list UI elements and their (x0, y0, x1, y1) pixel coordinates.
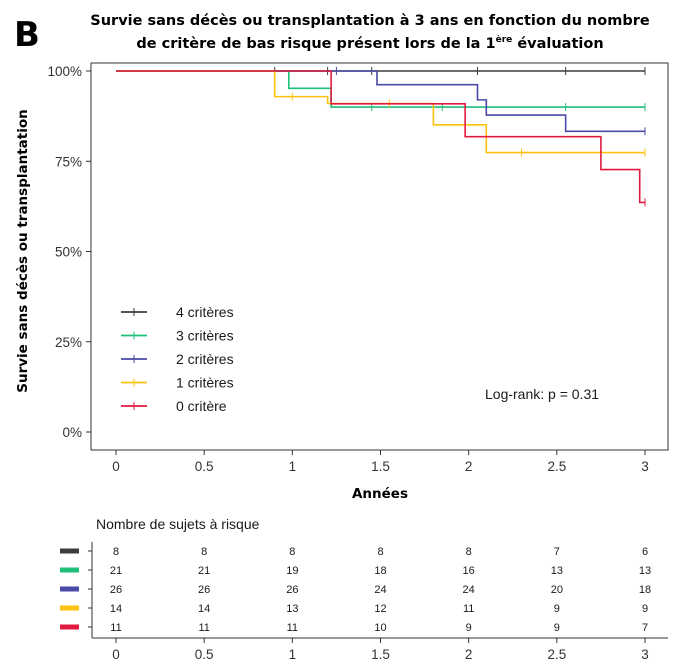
risk-count: 21 (198, 565, 210, 577)
survival-curve (116, 70, 645, 154)
risk-count: 12 (374, 603, 386, 615)
y-tick-label: 100% (47, 64, 82, 79)
x-tick-label: 1 (289, 459, 297, 474)
x-axis: 0 0.5 1 1.5 2 2.5 3 (112, 450, 649, 474)
chart-title-superscript: ère (496, 34, 513, 45)
risk-time-label: 0 (112, 647, 120, 662)
risk-count: 19 (286, 565, 298, 577)
risk-count: 9 (466, 622, 472, 634)
survival-curves (116, 67, 646, 207)
x-tick-label: 0 (112, 459, 120, 474)
risk-count: 20 (551, 584, 563, 596)
survival-curve (116, 70, 645, 204)
risk-time-label: 2 (465, 647, 473, 662)
chart-title-line-1: Survie sans décès ou transplantation à 3… (90, 13, 650, 29)
risk-count: 24 (463, 584, 475, 596)
risk-count: 9 (642, 603, 648, 615)
risk-count: 7 (554, 546, 560, 558)
risk-time-label: 3 (641, 647, 649, 662)
risk-count: 13 (286, 603, 298, 615)
legend-label: 1 critères (176, 375, 234, 391)
risk-count: 9 (554, 603, 560, 615)
risk-row-swatch (60, 586, 79, 592)
risk-count: 18 (374, 565, 386, 577)
risk-count: 11 (463, 603, 474, 615)
risk-count: 26 (198, 584, 210, 596)
risk-time-label: 2.5 (547, 647, 566, 662)
x-tick-label: 3 (641, 459, 649, 474)
risk-count: 14 (110, 603, 122, 615)
risk-count: 13 (639, 565, 651, 577)
risk-count: 26 (286, 584, 298, 596)
x-axis-label: Années (352, 486, 408, 502)
chart-title-line-2-main: de critère de bas risque présent lors de… (136, 36, 495, 52)
x-tick-label: 1.5 (371, 459, 390, 474)
risk-count: 11 (110, 622, 121, 634)
risk-count: 8 (377, 546, 383, 558)
panel-label: B (14, 15, 40, 55)
risk-count: 7 (642, 622, 648, 634)
risk-count: 9 (554, 622, 560, 634)
x-tick-label: 2 (465, 459, 473, 474)
legend-label: 2 critères (176, 351, 234, 367)
log-rank-annotation: Log-rank: p = 0.31 (485, 386, 599, 402)
x-tick-label: 0.5 (195, 459, 214, 474)
risk-count: 8 (201, 546, 207, 558)
risk-count: 16 (463, 565, 475, 577)
risk-count: 8 (289, 546, 295, 558)
y-tick-label: 25% (55, 335, 82, 350)
plot-area (90, 62, 669, 451)
risk-row-swatch (60, 548, 79, 554)
risk-time-label: 1.5 (371, 647, 390, 662)
risk-time-label: 1 (289, 647, 297, 662)
risk-time-label: 0.5 (195, 647, 214, 662)
risk-count: 13 (551, 565, 563, 577)
risk-count: 14 (198, 603, 210, 615)
x-tick-label: 2.5 (547, 459, 566, 474)
risk-row-swatch (60, 624, 79, 630)
risk-count: 8 (113, 546, 119, 558)
risk-table-title: Nombre de sujets à risque (96, 516, 260, 532)
legend-label: 3 critères (176, 328, 234, 344)
risk-count: 18 (639, 584, 651, 596)
risk-count: 11 (198, 622, 209, 634)
risk-count: 21 (110, 565, 122, 577)
risk-count: 10 (374, 622, 386, 634)
risk-row-swatch (60, 605, 79, 611)
risk-count: 11 (287, 622, 298, 634)
survival-curve (116, 70, 645, 133)
y-axis-label: Survie sans décès ou transplantation (15, 109, 31, 392)
legend-label: 0 critère (176, 398, 227, 414)
y-tick-label: 75% (55, 154, 82, 169)
risk-count: 8 (466, 546, 472, 558)
y-tick-label: 0% (62, 425, 82, 440)
risk-row-swatch (60, 567, 79, 573)
legend-label: 4 critères (176, 304, 234, 320)
survival-curve (116, 70, 645, 108)
risk-count: 6 (642, 546, 648, 558)
chart-title-line-2: de critère de bas risque présent lors de… (136, 34, 603, 52)
y-axis: 0% 25% 50% 75% 100% (47, 64, 91, 440)
risk-count: 26 (110, 584, 122, 596)
y-tick-label: 50% (55, 245, 82, 260)
chart-title-line-2-end: évaluation (512, 36, 603, 52)
risk-count: 24 (374, 584, 386, 596)
legend: 4 critères 3 critères 2 critères 1 critères… (121, 304, 234, 414)
